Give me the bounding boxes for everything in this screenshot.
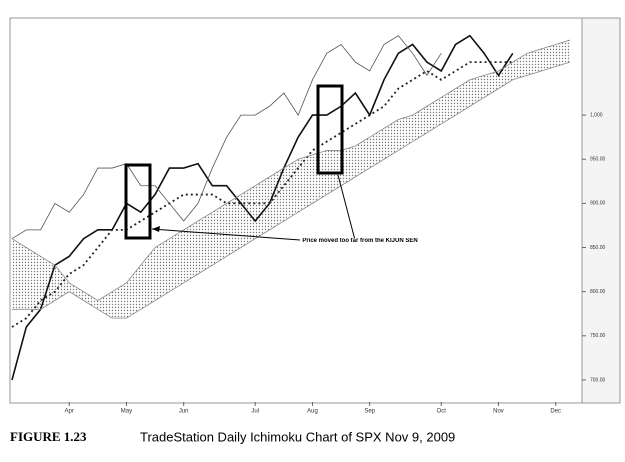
price-axis	[581, 17, 621, 404]
x-tick-label: Nov	[493, 409, 504, 415]
highlight-box	[124, 163, 152, 240]
x-tick-label: May	[121, 409, 132, 415]
y-tick-label: 850.00	[590, 245, 606, 251]
series-line	[11, 35, 442, 240]
series-line	[12, 61, 571, 319]
x-tick-label: Apr	[65, 409, 74, 415]
x-tick-label: Dec	[550, 409, 561, 415]
y-tick-label: 750.00	[590, 333, 606, 339]
x-tick-label: Jul	[251, 409, 259, 415]
x-tick-label: Oct	[437, 409, 447, 415]
x-tick-label: Jun	[179, 409, 189, 415]
x-tick-label: Aug	[307, 409, 318, 415]
y-tick-label: 950.00	[590, 157, 606, 163]
series-line	[11, 34, 514, 381]
y-tick-label: 1,000	[590, 112, 603, 118]
annotation-box: Price moved too far from the KIJUN SEN	[300, 238, 420, 244]
x-tick-label: Sep	[364, 409, 375, 415]
caption: TradeStation Daily Ichimoku Chart of SPX…	[140, 429, 455, 444]
series-line	[11, 39, 571, 301]
cloud	[12, 40, 570, 319]
y-tick-label: 700.00	[590, 377, 606, 383]
y-tick-label: 800.00	[590, 289, 606, 295]
arrow	[151, 228, 301, 241]
annotation: Price moved too far from the KIJUN SEN	[300, 238, 420, 244]
y-tick-label: 900.00	[590, 201, 606, 207]
arrow	[337, 174, 356, 241]
highlight-box	[316, 84, 344, 175]
figure-label: FIGURE 1.23	[10, 429, 87, 444]
arrow-head	[152, 226, 160, 232]
